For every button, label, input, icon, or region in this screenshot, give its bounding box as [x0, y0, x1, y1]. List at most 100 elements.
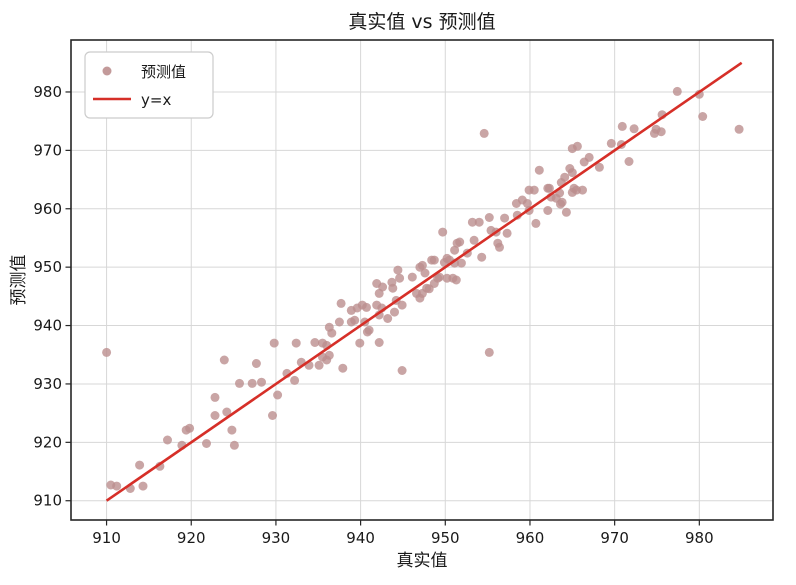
- y-tick-label: 980: [33, 83, 62, 101]
- data-point: [450, 245, 460, 255]
- data-point: [291, 338, 301, 348]
- x-axis-label: 真实值: [397, 551, 448, 571]
- data-point: [572, 141, 582, 151]
- data-point: [112, 481, 122, 491]
- data-point: [251, 359, 261, 368]
- data-point: [584, 152, 594, 162]
- data-point: [362, 302, 371, 312]
- x-tick-label: 950: [431, 529, 460, 547]
- data-point: [434, 272, 444, 282]
- x-tick-label: 940: [346, 529, 375, 547]
- data-point: [334, 317, 344, 327]
- reference-line: [105, 61, 743, 502]
- data-point: [227, 425, 237, 435]
- data-point: [629, 124, 639, 134]
- data-point: [624, 157, 634, 166]
- data-point: [310, 338, 320, 347]
- data-point: [185, 423, 195, 433]
- x-tick-label: 910: [92, 529, 121, 547]
- legend-scatter-marker-icon: [102, 66, 112, 76]
- data-point: [355, 338, 365, 348]
- data-point: [531, 218, 541, 228]
- data-point: [388, 283, 398, 293]
- data-point: [502, 228, 512, 238]
- data-point: [395, 273, 405, 283]
- y-tick-label: 920: [33, 433, 62, 451]
- legend-label-yx: y=x: [141, 91, 171, 109]
- data-point: [456, 258, 466, 268]
- data-point: [393, 265, 403, 275]
- data-point: [269, 338, 279, 348]
- plot-frame: [70, 39, 774, 521]
- data-point: [235, 378, 244, 388]
- chart-title: 真实值 vs 预测值: [348, 11, 495, 33]
- data-point: [364, 325, 374, 335]
- data-point: [268, 411, 277, 420]
- y-tick-label: 930: [33, 375, 62, 393]
- axis-ticks: [65, 91, 700, 526]
- data-point: [578, 185, 587, 195]
- data-point: [479, 128, 489, 138]
- data-point: [383, 314, 393, 323]
- data-point: [438, 227, 448, 237]
- data-point: [390, 307, 399, 317]
- data-point: [544, 183, 554, 193]
- data-point: [397, 366, 407, 375]
- legend-box: [84, 51, 214, 119]
- data-point: [102, 347, 112, 357]
- data-point: [324, 350, 334, 360]
- data-point: [534, 165, 544, 175]
- data-point: [469, 235, 479, 245]
- data-point: [374, 338, 384, 347]
- data-point: [247, 378, 257, 388]
- data-point: [522, 199, 532, 208]
- data-point: [529, 185, 539, 195]
- data-point: [594, 162, 604, 172]
- data-point: [477, 252, 487, 262]
- y-tick-label: 910: [33, 492, 62, 510]
- data-point: [606, 138, 616, 148]
- x-tick-label: 930: [262, 529, 291, 547]
- x-tick-label: 980: [685, 529, 714, 547]
- data-point: [257, 377, 266, 387]
- data-point: [420, 268, 430, 278]
- tick-labels: 910 920 930 940 950 960 970 980 910 920 930 940 950 9…: [33, 83, 713, 547]
- data-point: [210, 411, 220, 420]
- data-point: [138, 481, 148, 491]
- data-point: [314, 360, 324, 370]
- data-point: [560, 172, 570, 182]
- data-point: [484, 347, 494, 357]
- data-point: [474, 217, 484, 227]
- data-point: [202, 439, 211, 448]
- data-point: [561, 207, 571, 217]
- data-point: [557, 197, 567, 207]
- x-tick-label: 960: [516, 529, 545, 547]
- data-point: [338, 363, 348, 373]
- y-axis-label: 预测值: [9, 255, 29, 306]
- x-tick-label: 970: [600, 529, 629, 547]
- scatter-points: [102, 86, 744, 493]
- data-point: [467, 217, 477, 227]
- data-point: [500, 213, 510, 223]
- data-point: [734, 124, 744, 134]
- data-point: [451, 275, 461, 285]
- data-point: [327, 328, 337, 338]
- legend: 预测值 y=x: [84, 51, 214, 119]
- data-point: [672, 86, 682, 96]
- data-point: [567, 168, 577, 178]
- y-tick-label: 960: [33, 200, 62, 218]
- data-point: [455, 237, 465, 247]
- data-point: [163, 435, 172, 445]
- data-point: [429, 255, 439, 265]
- data-point: [495, 242, 504, 252]
- legend-label-predicted: 预测值: [141, 63, 186, 81]
- data-point: [219, 355, 229, 365]
- data-point: [484, 213, 494, 222]
- data-point: [397, 300, 407, 310]
- data-point: [273, 390, 283, 400]
- data-point: [378, 282, 388, 292]
- y-equals-x-line: [105, 61, 743, 502]
- data-point: [656, 127, 666, 137]
- data-point: [417, 260, 427, 270]
